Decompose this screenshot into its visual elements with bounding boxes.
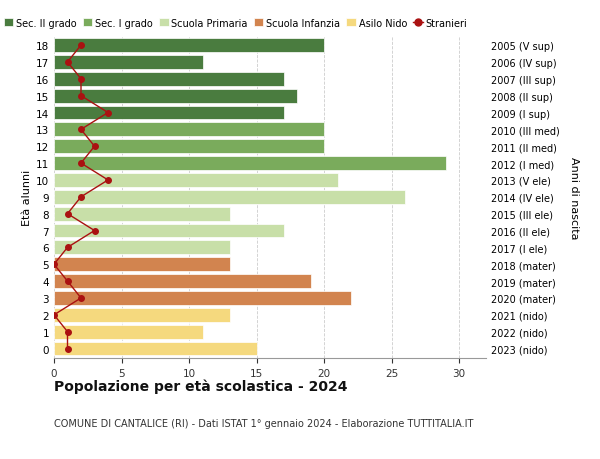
Bar: [54, 39, 324, 53]
Bar: [54, 291, 351, 305]
Bar: [54, 258, 230, 272]
Bar: [54, 73, 284, 86]
Legend: Sec. II grado, Sec. I grado, Scuola Primaria, Scuola Infanzia, Asilo Nido, Stran: Sec. II grado, Sec. I grado, Scuola Prim…: [4, 19, 467, 28]
Bar: [54, 308, 230, 322]
Bar: [54, 174, 338, 187]
Bar: [54, 140, 324, 154]
Bar: [54, 325, 203, 339]
Bar: [54, 342, 257, 356]
Bar: [54, 123, 324, 137]
Bar: [54, 207, 230, 221]
Bar: [54, 106, 284, 120]
Bar: [54, 274, 311, 288]
Bar: [54, 157, 446, 171]
Bar: [54, 56, 203, 70]
Y-axis label: Anni di nascita: Anni di nascita: [569, 156, 579, 239]
Text: COMUNE DI CANTALICE (RI) - Dati ISTAT 1° gennaio 2024 - Elaborazione TUTTITALIA.: COMUNE DI CANTALICE (RI) - Dati ISTAT 1°…: [54, 418, 473, 428]
Bar: [54, 190, 405, 204]
Bar: [54, 241, 230, 255]
Y-axis label: Età alunni: Età alunni: [22, 169, 32, 225]
Text: Popolazione per età scolastica - 2024: Popolazione per età scolastica - 2024: [54, 379, 347, 393]
Bar: [54, 224, 284, 238]
Bar: [54, 90, 297, 103]
